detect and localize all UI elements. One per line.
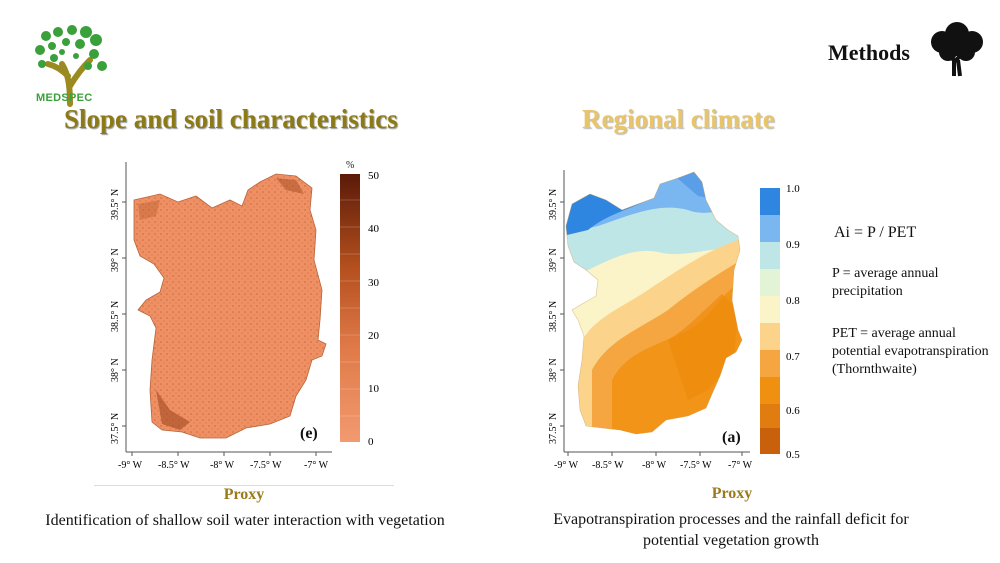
colorbar-tick: 0.5 bbox=[786, 449, 800, 461]
aridity-formula: Ai = P / PET bbox=[834, 224, 917, 241]
colorbar-tick: 50 bbox=[368, 170, 380, 182]
proxy-description-left: Identification of shallow soil water int… bbox=[45, 512, 445, 529]
colorbar-tick: 0.6 bbox=[786, 405, 800, 417]
map-label-a: (a) bbox=[722, 429, 741, 446]
y-tick: 39.5° N bbox=[110, 189, 121, 220]
p-definition: P = average annual precipitation bbox=[832, 266, 939, 299]
proxy-label-left: Proxy bbox=[223, 486, 265, 503]
x-tick: -7.5° W bbox=[680, 460, 712, 471]
regional-climate-title: Regional climate bbox=[582, 104, 775, 134]
colorbar-tick: 0.7 bbox=[786, 351, 800, 363]
y-tick: 38.5° N bbox=[548, 301, 559, 332]
x-tick: -8° W bbox=[210, 460, 235, 471]
aridity-colorbar bbox=[760, 188, 780, 454]
colorbar-tick: 10 bbox=[368, 383, 380, 395]
colorbar-unit: % bbox=[346, 160, 354, 171]
proxy-label-right: Proxy bbox=[711, 485, 753, 502]
colorbar-tick: 0.8 bbox=[786, 295, 800, 307]
colorbar-tick: 20 bbox=[368, 330, 380, 342]
proxy-description-right: Evapotranspiration processes and the rai… bbox=[553, 511, 909, 549]
colorbar-tick: 40 bbox=[368, 223, 380, 235]
section-label: Methods bbox=[828, 40, 910, 65]
x-tick: -9° W bbox=[118, 460, 143, 471]
colorbar-tick: 30 bbox=[368, 277, 380, 289]
x-tick: -9° W bbox=[554, 460, 579, 471]
y-tick: 39.5° N bbox=[548, 189, 559, 220]
aridity-map: (a) 39.5° N 39° N 38.5° N 38° N 37.5° N … bbox=[548, 170, 800, 471]
y-tick: 37.5° N bbox=[110, 413, 121, 444]
brand-name: MEDSPEC bbox=[36, 92, 93, 104]
y-tick: 39° N bbox=[548, 248, 559, 272]
tree-icon bbox=[931, 22, 983, 77]
y-tick: 37.5° N bbox=[548, 413, 559, 444]
x-tick: -7° W bbox=[728, 460, 753, 471]
x-tick: -8.5° W bbox=[592, 460, 624, 471]
y-tick: 38° N bbox=[548, 358, 559, 382]
x-tick: -7.5° W bbox=[250, 460, 282, 471]
x-tick: -8° W bbox=[642, 460, 667, 471]
x-tick: -8.5° W bbox=[158, 460, 190, 471]
y-tick: 38° N bbox=[110, 358, 121, 382]
map-label-e: (e) bbox=[300, 425, 318, 442]
colorbar-tick: 1.0 bbox=[786, 183, 800, 195]
tree-logo-icon bbox=[35, 25, 107, 107]
slope-soil-title: Slope and soil characteristics bbox=[64, 104, 398, 134]
y-tick: 38.5° N bbox=[110, 301, 121, 332]
x-tick: -7° W bbox=[304, 460, 329, 471]
slope-map: (e) 39.5° N 39° N 38.5° N 38° N 37.5° N … bbox=[110, 160, 380, 471]
colorbar-tick: 0.9 bbox=[786, 239, 800, 251]
divider bbox=[94, 485, 394, 486]
pet-definition: PET = average annual potential evapotran… bbox=[832, 326, 989, 377]
y-tick: 39° N bbox=[110, 248, 121, 272]
colorbar-tick: 0 bbox=[368, 436, 374, 448]
